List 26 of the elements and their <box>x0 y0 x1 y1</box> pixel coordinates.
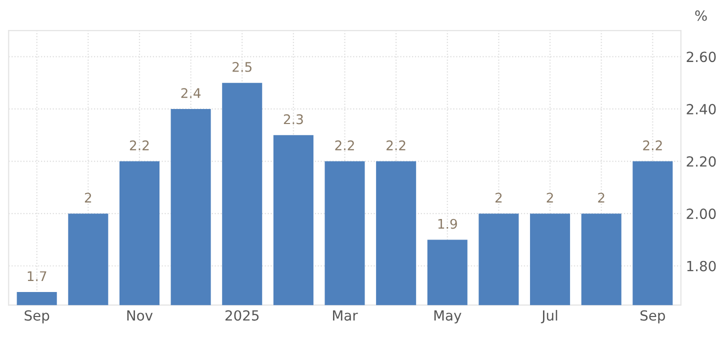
x-tick-label: 2025 <box>225 310 259 321</box>
data-label: 2 <box>495 192 502 202</box>
data-label: 2.2 <box>335 140 354 150</box>
x-tick-label: Nov <box>127 310 153 321</box>
data-label: 2 <box>84 192 92 202</box>
data-label: 1.7 <box>28 271 46 281</box>
data-label: 2.5 <box>232 62 252 72</box>
y-tick-label: 2.00 <box>686 208 716 220</box>
y-tick-label: 2.40 <box>686 104 716 114</box>
x-tick-label: Jul <box>540 310 558 324</box>
data-label: 2 <box>546 192 553 202</box>
data-label: 2.2 <box>130 140 149 150</box>
data-label: 2.4 <box>181 88 201 98</box>
data-label: 1.9 <box>438 218 457 229</box>
y-axis-title: % <box>695 10 707 21</box>
y-tick-label: 1.80 <box>687 260 716 272</box>
y-tick-label: 2.20 <box>686 156 716 167</box>
y-tick-label: 2.60 <box>686 52 716 62</box>
data-label: 2.2 <box>386 140 406 150</box>
data-label: 2 <box>598 192 604 202</box>
x-tick-label: Sep <box>24 310 50 324</box>
x-tick-label: Sep <box>640 310 665 324</box>
data-label: 2.2 <box>643 140 662 150</box>
data-label: 2.3 <box>284 114 303 124</box>
x-tick-label: May <box>434 310 462 324</box>
x-tick-label: Mar <box>333 310 358 321</box>
